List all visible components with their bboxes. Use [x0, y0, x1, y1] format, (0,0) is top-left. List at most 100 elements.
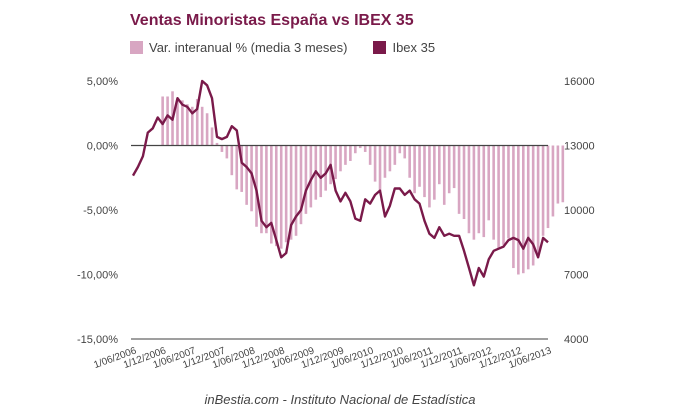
bar: [551, 145, 555, 217]
bar: [556, 145, 560, 204]
bar: [250, 145, 253, 212]
bar: [447, 145, 451, 194]
bar: [541, 145, 545, 236]
bar: [423, 145, 426, 198]
bar: [215, 142, 219, 146]
bar: [161, 96, 164, 146]
bar: [274, 145, 278, 247]
bar: [344, 145, 347, 165]
bar: [304, 145, 308, 214]
legend-swatch-bars: [130, 41, 143, 54]
bar: [452, 145, 456, 189]
bar: [225, 145, 229, 159]
y-left-tick-label: 5,00%: [87, 76, 118, 88]
bar: [531, 145, 535, 266]
bar: [536, 145, 540, 256]
bar: [502, 145, 505, 245]
bar: [561, 145, 565, 203]
bar: [398, 145, 402, 154]
y-right-tick-label: 10000: [564, 205, 595, 217]
bar: [181, 100, 184, 146]
bar: [472, 145, 476, 240]
bar: [433, 145, 436, 200]
bar: [245, 145, 248, 205]
legend-item-line: Ibex 35: [373, 40, 435, 55]
bar: [190, 106, 194, 146]
bar: [289, 145, 293, 240]
y-right-tick-label: 7000: [564, 270, 588, 282]
bar: [413, 145, 416, 194]
bar: [492, 145, 495, 240]
bar: [457, 145, 461, 214]
bar: [349, 145, 352, 161]
source-caption: inBestia.com - Instituto Nacional de Est…: [204, 392, 476, 407]
y-left-tick-label: -10,00%: [77, 270, 118, 282]
bar: [186, 104, 189, 146]
bar: [210, 127, 214, 146]
bar: [368, 145, 372, 165]
bar: [467, 145, 471, 234]
legend-swatch-line: [373, 41, 387, 54]
ibex-line: [131, 79, 549, 287]
chart-title: Ventas Minoristas España vs IBEX 35: [130, 12, 414, 29]
bar: [235, 145, 239, 190]
bar: [517, 145, 520, 275]
bar: [442, 145, 446, 205]
bar: [363, 145, 367, 152]
chart-plot: 5,00% 0,00% -5,00% -10,00% -15,00% 16000 13000…: [77, 76, 595, 371]
bar: [373, 145, 377, 182]
bar: [477, 145, 481, 234]
bar: [324, 145, 327, 191]
bar: [438, 145, 441, 185]
bar: [507, 145, 510, 239]
bar: [358, 145, 362, 149]
bar: [284, 145, 288, 243]
bar: [487, 145, 491, 221]
bar: [393, 145, 397, 165]
bar: [309, 145, 313, 208]
bar: [279, 145, 283, 249]
bar: [383, 145, 387, 178]
y-right-tick-label: 16000: [564, 76, 595, 88]
bar: [265, 145, 268, 234]
bar: [166, 96, 169, 146]
bar: [546, 145, 550, 229]
y-right-tick-label: 13000: [564, 141, 595, 153]
bar: [240, 145, 243, 192]
bar: [339, 145, 342, 172]
y-left-tick-label: 0,00%: [87, 141, 118, 153]
bar: [354, 145, 357, 154]
bar: [255, 145, 258, 227]
bar: [319, 145, 323, 198]
y-left-tick-label: -5,00%: [83, 205, 118, 217]
bar: [462, 145, 466, 220]
legend: Var. interanual % (media 3 meses) Ibex 3…: [130, 40, 461, 55]
bar: [482, 145, 486, 238]
bar: [428, 145, 431, 208]
legend-label-bars: Var. interanual % (media 3 meses): [149, 40, 348, 55]
bar: [497, 145, 500, 249]
bar: [512, 145, 515, 269]
bar: [299, 145, 303, 225]
legend-label-line: Ibex 35: [392, 40, 436, 55]
bar: [418, 145, 421, 187]
bar: [388, 145, 392, 172]
bar: [220, 145, 224, 152]
bar: [526, 145, 530, 270]
bar: [378, 145, 382, 191]
bar: [205, 113, 209, 146]
bar: [195, 99, 199, 146]
bar: [176, 99, 179, 146]
bar: [230, 145, 234, 176]
y-right-tick-label: 4000: [564, 334, 588, 346]
bar: [521, 145, 525, 274]
bar: [270, 145, 273, 244]
legend-item-bars: Var. interanual % (media 3 meses): [130, 40, 347, 55]
bar: [200, 106, 204, 146]
bar: [408, 145, 411, 178]
bar: [334, 145, 337, 180]
bar: [403, 145, 407, 159]
bar: [260, 145, 263, 234]
y-left-tick-label: -15,00%: [77, 334, 118, 346]
bar: [294, 145, 298, 236]
